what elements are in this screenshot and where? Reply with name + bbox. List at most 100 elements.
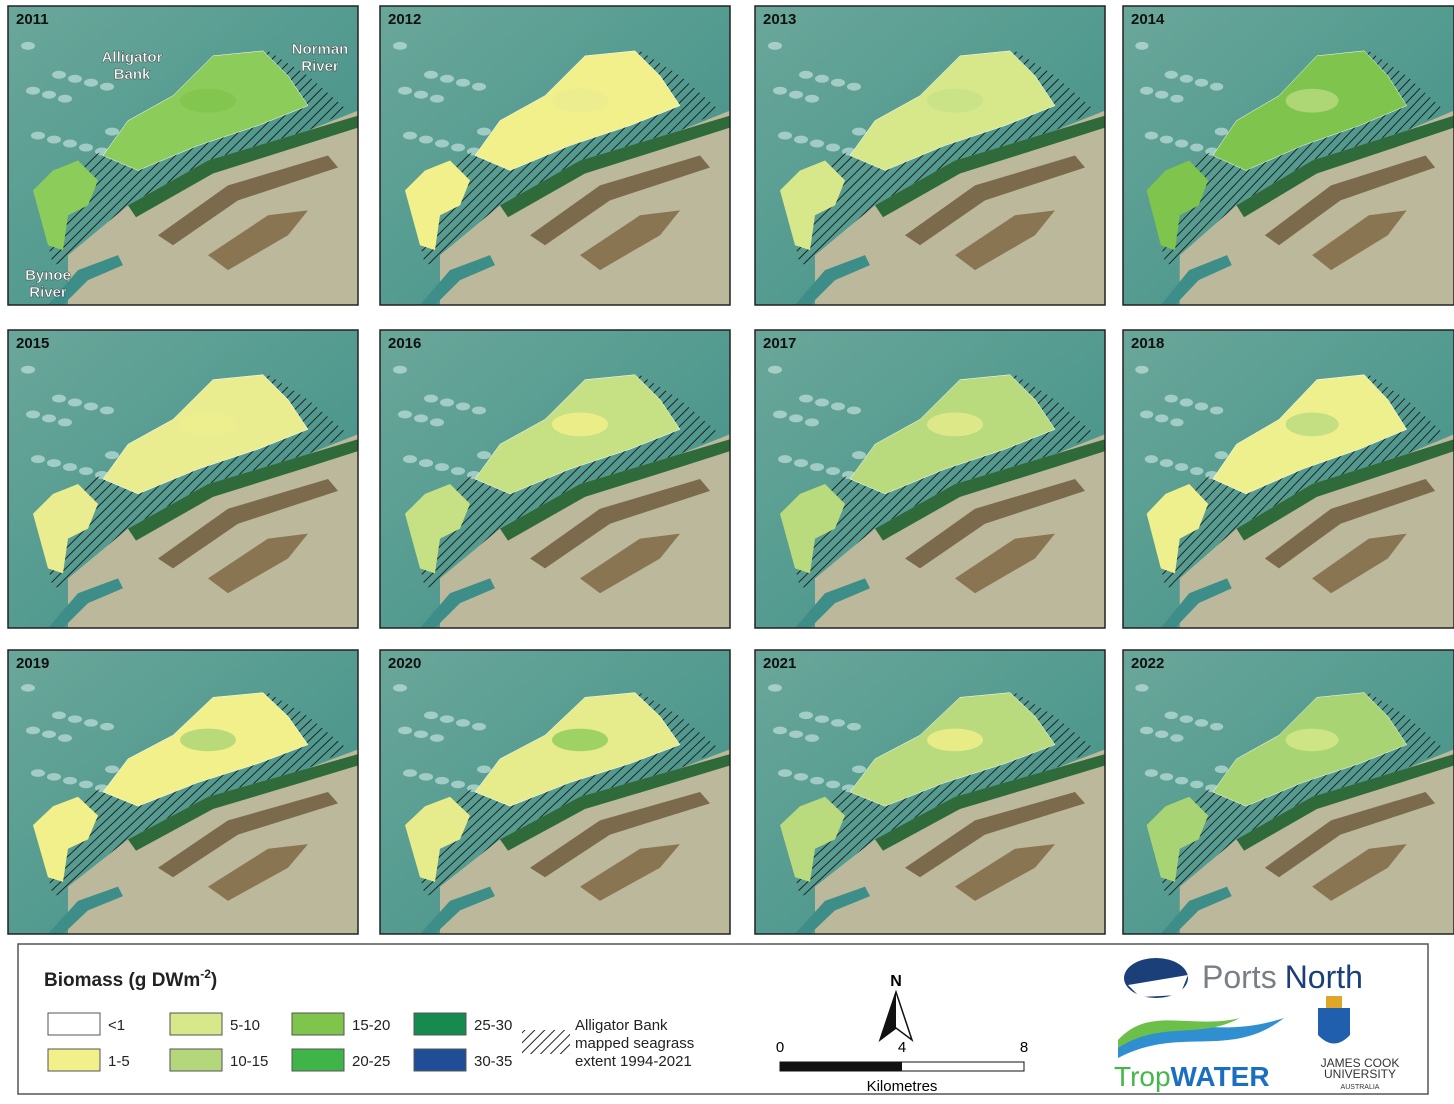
shoal bbox=[826, 781, 840, 789]
map-content bbox=[380, 6, 730, 305]
shoal bbox=[58, 95, 72, 103]
map-content bbox=[380, 650, 730, 934]
shoal bbox=[805, 418, 819, 426]
shoal bbox=[1210, 83, 1223, 91]
map-panel: 2014 bbox=[1123, 6, 1454, 305]
shoal bbox=[847, 406, 861, 414]
logo-word: Trop bbox=[1114, 1061, 1171, 1092]
shoal bbox=[477, 451, 491, 459]
map-scaled bbox=[755, 330, 1105, 628]
shoal bbox=[847, 83, 861, 91]
shoal bbox=[831, 403, 845, 411]
shoal bbox=[773, 410, 787, 418]
map-panel: 2021 bbox=[755, 650, 1105, 934]
shoal bbox=[805, 734, 819, 742]
seagrass-patch bbox=[927, 729, 983, 752]
shoal bbox=[1190, 467, 1203, 475]
seagrass-patch bbox=[1286, 412, 1339, 436]
shoal bbox=[424, 712, 438, 720]
legend-hatch bbox=[522, 1030, 570, 1054]
shoal bbox=[1160, 136, 1173, 144]
logo-word: WATER bbox=[1171, 1061, 1270, 1092]
jcu-logo: AUSTRALIA bbox=[1341, 1084, 1380, 1091]
map-content bbox=[1123, 6, 1454, 305]
shoal bbox=[810, 463, 824, 471]
shoal bbox=[393, 42, 407, 50]
shoal bbox=[456, 403, 470, 411]
shoal bbox=[831, 79, 845, 87]
year-label: 2020 bbox=[388, 655, 421, 672]
shoal bbox=[435, 463, 449, 471]
shoal bbox=[826, 467, 840, 475]
legend-swatch bbox=[170, 1013, 222, 1035]
legend-swatch bbox=[292, 1013, 344, 1035]
shoal bbox=[47, 136, 61, 144]
shoal bbox=[1175, 463, 1188, 471]
legend-label: 1-5 bbox=[108, 1053, 130, 1070]
seagrass-patch bbox=[927, 412, 983, 436]
scale-tick-label: 0 bbox=[776, 1039, 784, 1056]
legend-swatch bbox=[414, 1013, 466, 1035]
legend-title-part: Biomass (g DWm bbox=[44, 970, 200, 991]
shoal bbox=[1160, 459, 1173, 467]
shoal bbox=[403, 132, 417, 140]
shoal bbox=[21, 42, 35, 50]
logo-word: North bbox=[1285, 959, 1363, 995]
shoal bbox=[440, 715, 454, 723]
year-label: 2019 bbox=[16, 655, 49, 672]
shoal bbox=[393, 684, 407, 692]
legend-label: 5-10 bbox=[230, 1017, 260, 1034]
year-label: 2017 bbox=[763, 335, 796, 352]
map-scaled bbox=[8, 650, 358, 934]
place-label: River bbox=[29, 284, 67, 301]
shoal bbox=[789, 91, 803, 99]
shoal bbox=[1155, 730, 1168, 738]
shoal bbox=[852, 765, 866, 773]
shoal bbox=[451, 144, 465, 152]
shoal bbox=[84, 403, 98, 411]
shoal bbox=[1180, 75, 1193, 83]
place-label: River bbox=[301, 58, 339, 75]
shoal bbox=[1165, 395, 1178, 403]
legend-label: <1 bbox=[108, 1017, 125, 1034]
shoal bbox=[47, 773, 61, 781]
place-label: Norman bbox=[292, 41, 349, 58]
jcu-logo: UNIVERSITY bbox=[1324, 1067, 1396, 1081]
shoal bbox=[1195, 403, 1208, 411]
shoal bbox=[398, 87, 412, 95]
shoal bbox=[52, 395, 66, 403]
shoal bbox=[42, 730, 56, 738]
shoal bbox=[31, 132, 45, 140]
map-panel: 2019 bbox=[8, 650, 358, 934]
shoal bbox=[794, 136, 808, 144]
shoal bbox=[100, 723, 114, 731]
year-label: 2012 bbox=[388, 11, 421, 28]
scale-tick-label: 8 bbox=[1020, 1039, 1028, 1056]
map-panel: 2015 bbox=[8, 330, 358, 628]
map-panel: 2016 bbox=[380, 330, 730, 628]
seagrass-patch bbox=[180, 412, 236, 436]
shoal bbox=[79, 467, 93, 475]
shoal bbox=[52, 712, 66, 720]
legend-label: 30-35 bbox=[474, 1053, 512, 1070]
map-scaled bbox=[755, 6, 1105, 305]
shoal bbox=[1210, 406, 1223, 414]
shoal bbox=[79, 781, 93, 789]
map-panel: 2013 bbox=[755, 6, 1105, 305]
shoal bbox=[1155, 414, 1168, 422]
legend-label: 25-30 bbox=[474, 1017, 512, 1034]
shoal bbox=[1145, 455, 1158, 463]
page: {"panels": [ {"year": "2011"}, {"year": … bbox=[0, 0, 1454, 1099]
seagrass-patch bbox=[1286, 89, 1339, 113]
shoal bbox=[1175, 777, 1188, 785]
shoal bbox=[778, 132, 792, 140]
shoal bbox=[84, 79, 98, 87]
shoal bbox=[68, 75, 82, 83]
year-label: 2021 bbox=[763, 655, 796, 672]
shoal bbox=[847, 723, 861, 731]
legend-extent-label: extent 1994-2021 bbox=[575, 1053, 692, 1070]
shoal bbox=[794, 459, 808, 467]
shoal bbox=[63, 140, 77, 148]
seagrass-patch bbox=[180, 729, 236, 752]
shoal bbox=[435, 777, 449, 785]
